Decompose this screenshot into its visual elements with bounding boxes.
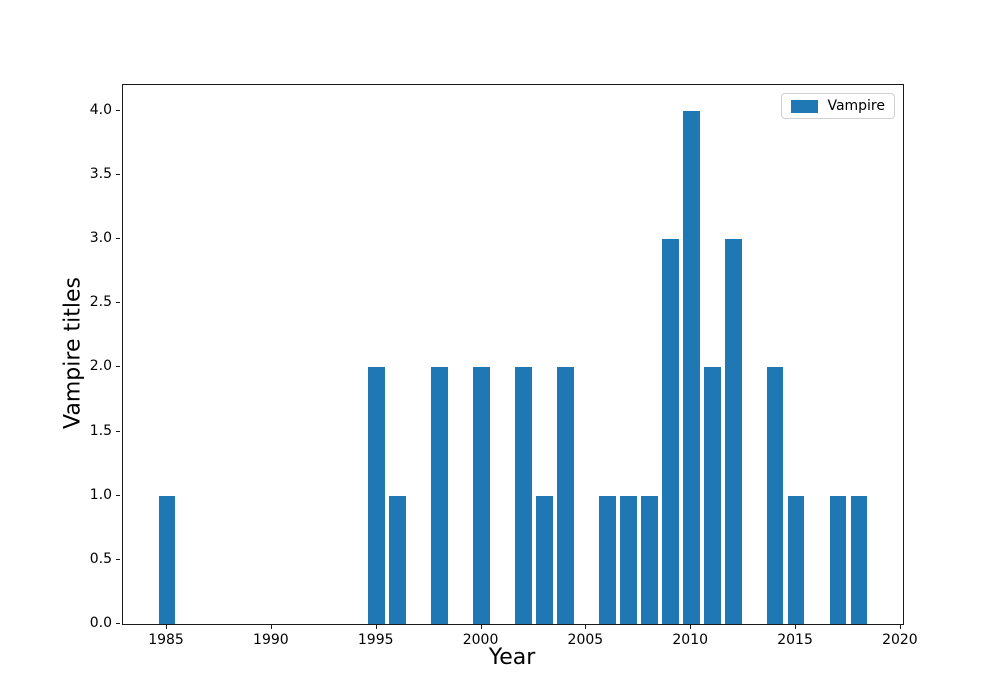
legend-swatch — [791, 99, 819, 113]
x-tick-mark-2010 — [690, 625, 692, 629]
x-tick-label-2005: 2005 — [567, 632, 604, 648]
bar-2007 — [619, 495, 637, 624]
y-tick-label-1.5: 1.5 — [89, 422, 112, 439]
y-tick-mark-1.0 — [116, 494, 120, 496]
x-tick-mark-1995 — [375, 625, 377, 629]
y-tick-label-3.0: 3.0 — [89, 230, 112, 246]
y-tick-label-4.0: 4.0 — [89, 101, 112, 118]
bar-2000 — [473, 367, 490, 624]
x-tick-mark-1990 — [270, 625, 272, 629]
bar-2006 — [598, 495, 616, 624]
x-tick-label-1995: 1995 — [357, 632, 394, 648]
y-tick-mark-0.0 — [116, 623, 120, 624]
x-tick-label-1990: 1990 — [253, 632, 289, 648]
y-tick-mark-0.5 — [116, 558, 120, 560]
bar-2003 — [536, 495, 553, 624]
y-tick-label-2.0: 2.0 — [89, 358, 112, 375]
y-tick-mark-2.5 — [116, 302, 120, 304]
bar-1995 — [368, 367, 386, 624]
bar-2009 — [661, 239, 679, 624]
bar-2011 — [703, 367, 721, 624]
bar-2004 — [557, 367, 574, 624]
legend: Vampire — [781, 93, 895, 119]
y-tick-label-2.5: 2.5 — [89, 294, 112, 311]
y-tick-mark-1.5 — [116, 430, 120, 432]
x-tick-label-2010: 2010 — [672, 632, 709, 648]
bar-2008 — [640, 495, 658, 624]
x-tick-label-2000: 2000 — [462, 632, 499, 648]
x-tick-mark-2015 — [795, 625, 797, 629]
y-tick-mark-4.0 — [116, 109, 120, 111]
y-tick-mark-3.0 — [116, 238, 120, 239]
bar-2010 — [682, 110, 700, 624]
x-tick-label-2015: 2015 — [777, 632, 813, 648]
bar-2017 — [829, 495, 847, 624]
bar-2012 — [724, 239, 742, 624]
bar-2015 — [787, 495, 805, 624]
x-tick-mark-2005 — [585, 625, 587, 629]
y-tick-label-3.5: 3.5 — [89, 165, 112, 182]
x-tick-mark-1985 — [166, 625, 168, 629]
y-axis-label: Vampire titles — [60, 277, 86, 429]
x-tick-label-2020: 2020 — [882, 632, 918, 648]
bar-1998 — [431, 367, 448, 624]
y-tick-label-1.0: 1.0 — [89, 486, 112, 503]
y-tick-mark-3.5 — [116, 173, 120, 175]
y-tick-mark-2.0 — [116, 366, 120, 368]
bar-2014 — [766, 367, 784, 624]
bar-1985 — [158, 495, 176, 624]
x-tick-label-1985: 1985 — [148, 632, 184, 648]
plot-area: Vampire — [122, 84, 904, 625]
y-tick-label-0.0: 0.0 — [89, 615, 112, 631]
x-tick-mark-2020 — [899, 625, 901, 629]
legend-label: Vampire — [827, 98, 885, 114]
x-tick-mark-2000 — [480, 625, 482, 629]
bar-2018 — [850, 495, 868, 624]
bar-1996 — [389, 495, 407, 624]
bar-2002 — [515, 367, 532, 624]
y-tick-label-0.5: 0.5 — [89, 550, 112, 567]
x-axis-label: Year — [488, 645, 536, 670]
